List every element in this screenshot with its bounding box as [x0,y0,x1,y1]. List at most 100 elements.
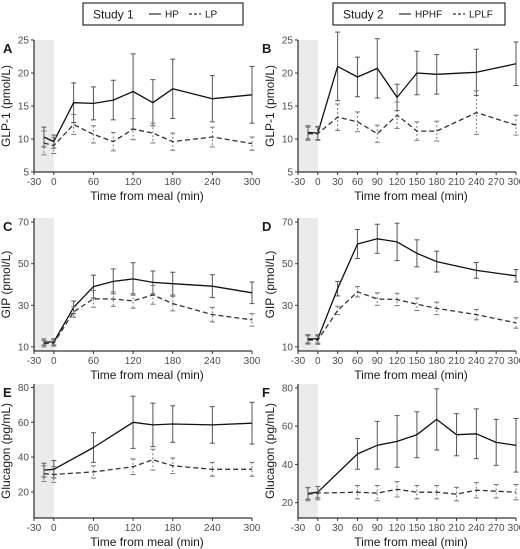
x-tick-label: 120 [125,177,142,188]
x-tick-label: 240 [468,523,485,534]
panel-letter: D [262,219,271,234]
x-axis-title: Time from meal (min) [354,368,468,382]
x-tick-label: 0 [315,523,321,534]
series-line [43,421,253,471]
x-tick-label: 270 [488,356,505,367]
x-tick-label: 300 [508,177,520,188]
panel-a: 5 10 15 20 25 -30 0 60 120 180 240 300 Time from mea… [0,36,261,204]
legend-title: Study 1 [93,8,134,22]
y-tick-label: 10 [18,135,30,146]
error-bar [90,125,96,144]
series-line [307,238,517,340]
x-tick-label: 60 [352,356,364,367]
y-tick-label: 70 [282,218,294,229]
x-tick-label: 0 [315,177,321,188]
y-tick-label: 80 [18,383,30,394]
legend-title: Study 2 [343,8,384,22]
y-tick-label: 80 [282,383,294,394]
x-tick-label: 60 [88,177,100,188]
y-axis-title: GLP-1 (pmol/L) [0,65,13,147]
panel-c: 10 30 50 70 -30 0 60 120 180 240 300 Time from meal… [0,218,261,382]
legend-label-hphf: HPHF [415,10,442,21]
y-tick-label: 30 [282,301,294,312]
error-bar [454,486,460,502]
x-tick-label: 0 [51,523,57,534]
x-tick-label: 270 [488,177,505,188]
error-bar [51,466,57,483]
error-bar [90,290,96,308]
y-tick-label: 10 [282,342,294,353]
x-axis-title: Time from meal (min) [354,189,468,203]
y-tick-label: 15 [282,102,294,113]
panel-d: 10 30 50 70 -30 0 30 60 90 120150180210240270300 T… [262,218,520,382]
error-bar [150,122,156,144]
error-bar [209,461,215,477]
error-bar [90,465,96,479]
error-bar [51,137,57,155]
error-bar [130,458,136,475]
error-bar [170,457,176,475]
y-tick-label: 20 [18,487,30,498]
x-tick-label: 120 [125,523,142,534]
x-tick-label: 90 [372,356,384,367]
error-bar [414,297,420,311]
x-tick-label: 60 [88,356,100,367]
x-tick-label: 180 [164,177,181,188]
error-bar [305,126,311,141]
series-lplf [305,90,519,143]
x-tick-label: 270 [488,523,505,534]
x-tick-label: 210 [448,177,465,188]
series-hp [41,395,255,479]
x-tick-label: 210 [448,356,465,367]
x-tick-label: -30 [291,177,306,188]
x-tick-label: 180 [428,523,445,534]
x-axis-title: Time from meal (min) [90,189,204,203]
y-tick-label: 25 [282,36,294,47]
y-axis-title: GIP (pmol/L) [263,251,277,319]
y-tick-label: 40 [282,460,294,471]
x-tick-label: 0 [315,356,321,367]
y-tick-label: 5 [287,168,293,179]
panel-letter: B [262,41,271,56]
x-tick-label: 0 [51,177,57,188]
x-tick-label: 30 [332,177,344,188]
series-hp [41,262,255,346]
premeal-shade [298,218,318,351]
series-hp [41,53,255,149]
x-tick-label: 240 [204,356,221,367]
y-axis-title: Glucagon (pg/mL) [263,403,277,499]
error-bar [335,305,341,316]
x-tick-label: 90 [372,523,384,534]
x-tick-label: 0 [51,356,57,367]
series-line [307,63,517,134]
x-tick-label: 180 [164,523,181,534]
error-bar [513,114,519,136]
error-bar [414,484,420,500]
error-bar [150,448,156,471]
legend-layer: Study 1 HP LP Study 2 HPHF LPLF [82,2,506,26]
panel-f: 20 40 60 80 -30 0 30 60 90 120150180210240270300 T… [262,383,520,549]
series-line [43,294,253,345]
y-tick-label: 50 [18,259,30,270]
error-bar [434,484,440,500]
y-tick-label: 15 [18,102,30,113]
legend-box [82,2,244,26]
x-tick-label: 240 [204,523,221,534]
series-line [307,111,517,135]
x-tick-label: 300 [508,523,520,534]
error-bar [473,482,479,499]
panel-letter: C [3,219,13,234]
y-tick-label: 5 [23,168,29,179]
error-bar [71,114,77,135]
error-bar [110,291,116,307]
error-bar [249,461,255,477]
series-hphf [305,31,519,141]
error-bar [130,118,136,141]
error-bar [305,486,311,502]
series-hphf [305,222,519,344]
x-tick-label: 60 [352,523,364,534]
y-tick-label: 50 [282,259,294,270]
x-tick-label: 30 [332,523,344,534]
series-line [307,291,517,341]
